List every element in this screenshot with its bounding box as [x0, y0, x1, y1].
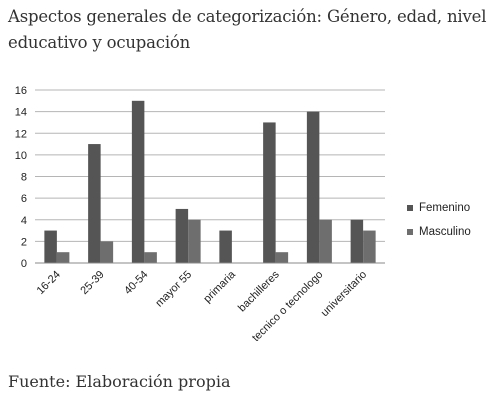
- bar-femenino-1: [88, 144, 101, 263]
- bar-femenino-6: [306, 111, 320, 263]
- bar-femenino-5: [263, 122, 276, 263]
- x-tick-label: bachilleres: [236, 268, 282, 314]
- gridlines: [35, 89, 385, 264]
- x-tick-label: 40-54: [122, 269, 150, 297]
- y-tick-label: 4: [21, 215, 27, 227]
- legend-label: Masculino: [419, 226, 471, 238]
- bar-masculino-6: [319, 219, 332, 263]
- x-tick-label: universitario: [319, 269, 369, 319]
- legend-swatch: [407, 229, 413, 235]
- x-tick-label: mayor 55: [153, 269, 194, 310]
- y-tick-label: 6: [21, 193, 27, 205]
- bar-femenino-0: [44, 230, 57, 263]
- x-tick-label: primaria: [201, 268, 238, 305]
- bar-masculino-2: [144, 252, 157, 263]
- bars: [44, 100, 376, 263]
- bar-femenino-7: [350, 219, 364, 263]
- x-tick-label: 16-24: [35, 269, 63, 297]
- chart-title: Aspectos generales de categorización: Gé…: [8, 7, 487, 52]
- bar-masculino-5: [275, 252, 289, 263]
- bar-femenino-4: [219, 230, 232, 263]
- bar-masculino-0: [56, 252, 70, 263]
- y-tick-label: 2: [21, 236, 27, 248]
- bar-masculino-3: [188, 219, 201, 263]
- y-tick-label: 10: [15, 150, 27, 162]
- bar-femenino-3: [175, 208, 189, 263]
- bar-femenino-2: [131, 100, 145, 263]
- legend: Femenino Masculino: [407, 202, 471, 238]
- source-note: Fuente: Elaboración propia: [8, 372, 231, 391]
- y-tick-label: 12: [15, 128, 27, 140]
- y-axis-ticks: 0 2 4 6 8 10 12 14 16: [15, 85, 27, 270]
- legend-swatch: [407, 205, 413, 211]
- x-tick-label: 25-39: [78, 269, 106, 297]
- bar-masculino-7: [363, 230, 376, 263]
- y-tick-label: 8: [21, 172, 27, 184]
- y-tick-label: 14: [15, 107, 27, 119]
- x-axis-ticks: 16-24 25-39 40-54 mayor 55 primariabachiller…: [35, 268, 370, 344]
- y-tick-label: 16: [15, 85, 27, 97]
- y-tick-label: 0: [21, 258, 27, 270]
- legend-label: Femenino: [419, 202, 470, 214]
- bar-masculino-1: [100, 241, 114, 263]
